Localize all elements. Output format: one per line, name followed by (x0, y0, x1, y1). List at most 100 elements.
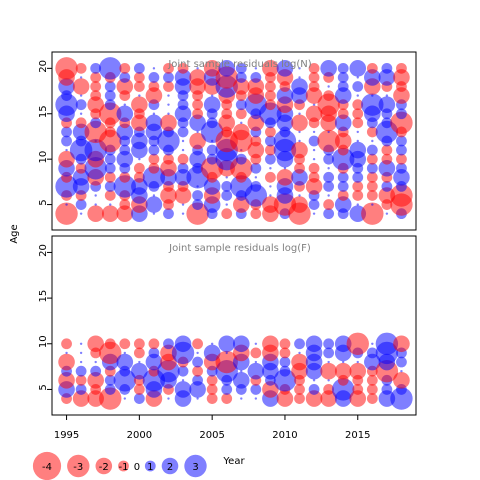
residual-bubble (174, 105, 192, 123)
residual-bubble (167, 103, 170, 106)
residual-bubble (90, 365, 102, 377)
residual-bubble (232, 196, 250, 213)
residual-bubble (206, 144, 218, 156)
residual-bubble (104, 181, 116, 192)
residual-bubble (148, 153, 160, 165)
residual-bubble (298, 139, 301, 143)
residual-bubble (235, 62, 247, 74)
residual-bubble (192, 99, 204, 111)
residual-bubble (58, 353, 75, 371)
residual-bubble (334, 114, 352, 132)
residual-bubble (396, 153, 407, 165)
legend-bubble (95, 457, 113, 475)
residual-bubble (254, 397, 258, 400)
residual-bubble (337, 81, 349, 92)
residual-bubble (160, 187, 177, 204)
residual-bubble (291, 353, 308, 371)
residual-bubble (312, 212, 316, 215)
residual-bubble (90, 62, 102, 74)
legend-label: -4 (42, 462, 52, 473)
residual-bubble (250, 162, 262, 174)
residual-bubble (366, 62, 378, 74)
residual-bubble (396, 62, 407, 74)
y-tick-label: 15 (38, 290, 49, 303)
residual-bubble (206, 374, 218, 386)
residual-bubble (342, 360, 345, 364)
residual-bubble (131, 114, 148, 132)
panel-bottom-title: Joint sample residuals log(F) (168, 243, 311, 254)
residual-bubble (276, 87, 294, 104)
residual-bubble (291, 196, 308, 213)
residual-bubble (65, 148, 68, 152)
residual-bubble (356, 94, 359, 97)
residual-bubble (177, 162, 189, 174)
residual-bubble (206, 117, 218, 129)
residual-bubble (320, 390, 337, 407)
residual-bubble (160, 344, 177, 362)
residual-bubble (378, 187, 396, 204)
residual-bubble (352, 117, 364, 129)
residual-bubble (320, 60, 337, 77)
residual-bubble (174, 169, 192, 186)
residual-bubble (203, 60, 221, 77)
residual-bubble (254, 360, 258, 364)
residual-bubble (323, 181, 335, 192)
residual-bubble (145, 87, 163, 104)
residual-bubble (109, 203, 112, 206)
residual-bubble (196, 351, 199, 355)
residual-bubble (240, 369, 243, 373)
residual-bubble (279, 365, 291, 377)
residual-bubble (385, 212, 389, 215)
residual-bubble (254, 176, 258, 179)
residual-bubble (291, 141, 308, 159)
residual-bubble (356, 76, 359, 79)
residual-bubble (323, 384, 335, 395)
residual-bubble (312, 379, 316, 382)
residual-bubble (225, 351, 228, 355)
residual-bubble (396, 108, 407, 120)
legend-label: -3 (73, 462, 83, 473)
residual-bubble (323, 347, 335, 359)
residual-bubble (148, 72, 160, 83)
residual-bubble (181, 148, 185, 152)
residual-bubble (133, 384, 145, 395)
residual-bubble (337, 72, 349, 83)
residual-bubble (366, 374, 378, 386)
residual-bubble (298, 130, 301, 134)
legend-bubble (161, 457, 179, 475)
residual-bubble (87, 335, 104, 353)
residual-bubble (99, 387, 122, 410)
residual-bubble (381, 144, 393, 156)
panel-bottom: Joint sample residuals log(F) 5 10 15 20 19… (38, 235, 417, 441)
residual-bubble (356, 360, 359, 364)
residual-bubble (138, 94, 141, 97)
residual-bubble (87, 205, 104, 222)
residual-bubble (247, 78, 265, 95)
panel-top-title: Joint sample residuals log(N) (167, 59, 311, 70)
residual-bubble (371, 94, 374, 97)
residual-bubble (298, 76, 301, 79)
residual-bubble (221, 190, 233, 201)
residual-bubble (58, 150, 75, 168)
residual-bubble (390, 111, 413, 135)
residual-bubble (320, 362, 337, 380)
residual-bubble (366, 384, 378, 395)
residual-bubble (356, 130, 359, 134)
residual-bubble (352, 190, 364, 201)
residual-bubble (148, 81, 160, 92)
residual-bubble (177, 153, 189, 165)
residual-bubble (58, 371, 75, 389)
residual-bubble (87, 390, 104, 407)
residual-bubble (366, 153, 378, 165)
residual-bubble (337, 190, 349, 201)
residual-bubble (206, 153, 218, 165)
residual-bubble (381, 181, 393, 192)
residual-bubble (250, 135, 262, 147)
residual-bubble (189, 132, 206, 150)
residual-bubble (381, 153, 393, 165)
residual-bubble (119, 338, 131, 350)
residual-bubble (279, 356, 291, 368)
residual-bubble (79, 76, 83, 79)
residual-bubble (366, 393, 378, 404)
residual-bubble (291, 78, 308, 95)
